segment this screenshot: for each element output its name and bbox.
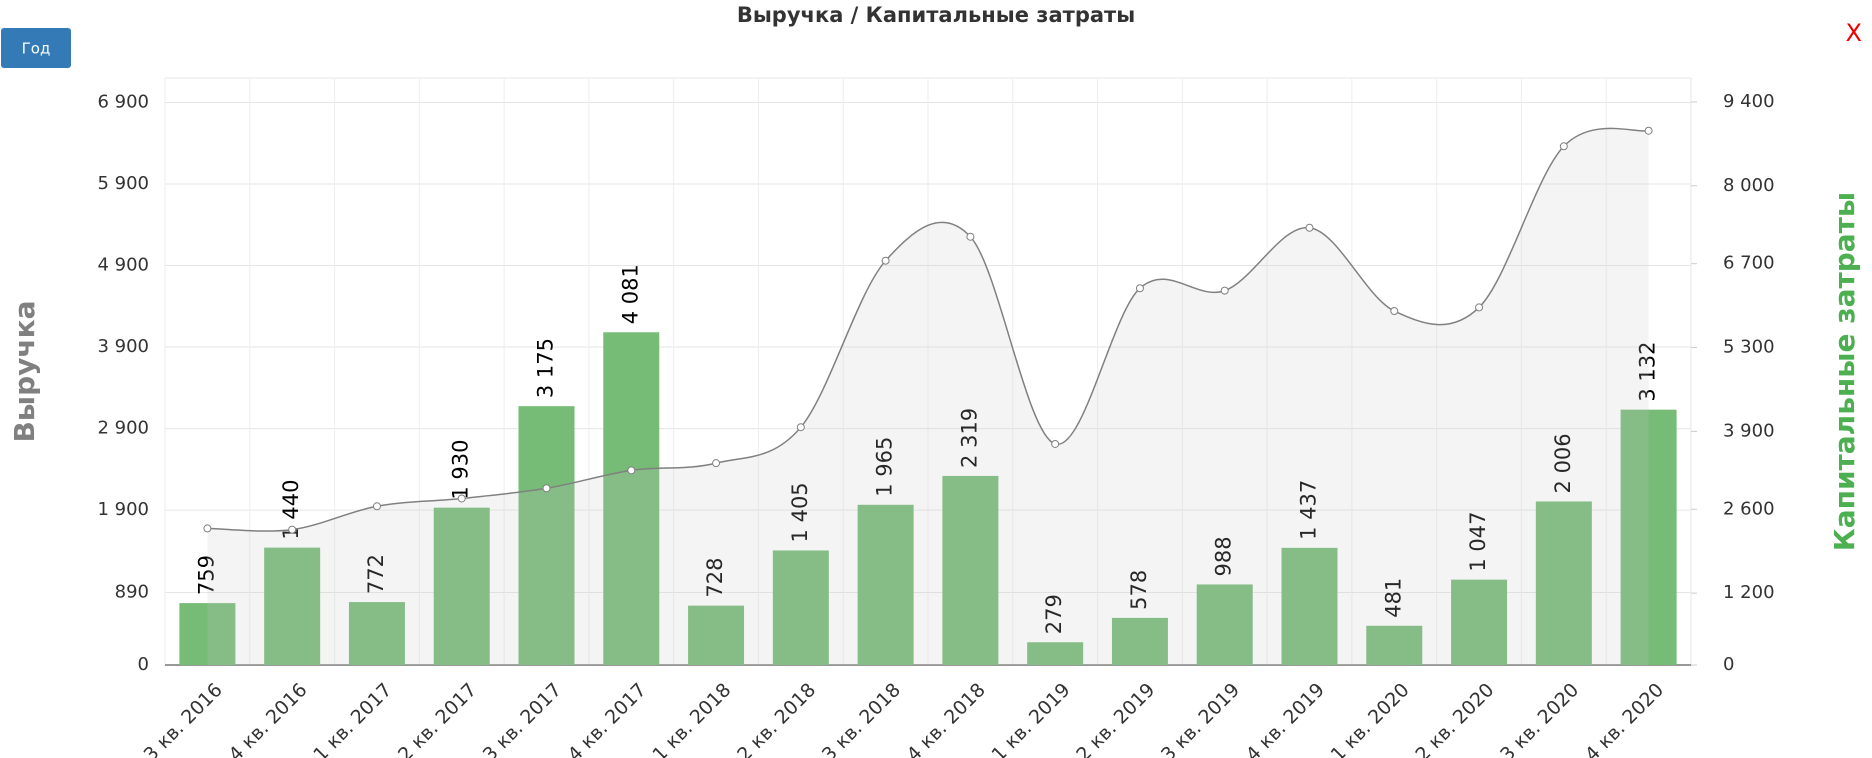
bar <box>942 475 999 665</box>
chart-title: Выручка / Капитальные затраты <box>737 3 1135 27</box>
line-point <box>712 459 721 468</box>
line-point <box>881 256 890 265</box>
x-tick-label: 1 кв. 2018 <box>648 679 735 758</box>
line-point <box>796 423 805 432</box>
bar <box>348 602 405 665</box>
bar-value-label: 1 965 <box>873 437 897 497</box>
x-tick-label: 4 кв. 2016 <box>224 679 311 758</box>
line-point <box>1559 142 1568 151</box>
x-tick-label: 3 кв. 2016 <box>140 679 227 758</box>
line-point <box>1390 307 1399 316</box>
bar-value-label: 4 081 <box>618 264 642 324</box>
bar-value-label: 1 930 <box>449 440 473 500</box>
y-tick-label: 3 900 <box>97 336 149 357</box>
x-tick-label: 1 кв. 2017 <box>309 679 396 758</box>
x-tick-label: 1 кв. 2019 <box>987 679 1074 758</box>
line-point <box>457 494 466 503</box>
bar-value-label: 988 <box>1212 536 1236 576</box>
y-tick-label: 890 <box>115 581 149 602</box>
bar <box>1451 579 1508 665</box>
bar-value-label: 578 <box>1127 570 1151 610</box>
y2-tick-label: 8 000 <box>1723 175 1775 196</box>
line-area <box>207 128 1649 665</box>
bar <box>772 550 829 665</box>
bar <box>1366 625 1423 665</box>
bar <box>1535 501 1592 665</box>
y2-tick-label: 6 700 <box>1723 253 1775 274</box>
x-tick-label: 2 кв. 2018 <box>733 679 820 758</box>
x-tick-label: 3 кв. 2018 <box>818 679 905 758</box>
bar-value-label: 759 <box>194 555 218 595</box>
line-point <box>1475 303 1484 312</box>
line-point <box>1644 126 1653 135</box>
y2-tick-label: 2 600 <box>1723 498 1775 519</box>
bar <box>1027 642 1084 665</box>
bar <box>857 504 914 665</box>
x-tick-label: 4 кв. 2018 <box>903 679 990 758</box>
x-tick-label: 1 кв. 2020 <box>1327 679 1414 758</box>
y-tick-label: 5 900 <box>97 173 149 194</box>
y2-tick-label: 5 300 <box>1723 337 1775 358</box>
line <box>207 127 1649 532</box>
bar-value-label: 728 <box>703 558 727 598</box>
y2-tick-label: 1 200 <box>1723 582 1775 603</box>
bar <box>1620 409 1677 665</box>
x-tick-label: 3 кв. 2020 <box>1496 679 1583 758</box>
x-tick-label: 2 кв. 2019 <box>1072 679 1159 758</box>
y2-tick-label: 9 400 <box>1723 91 1775 112</box>
bar <box>518 406 575 665</box>
line-point <box>1135 284 1144 293</box>
bar-value-label: 481 <box>1381 578 1405 618</box>
x-tick-label: 3 кв. 2017 <box>479 679 566 758</box>
period-button-label[interactable]: Год <box>22 40 51 58</box>
bar <box>603 332 660 665</box>
bar-value-label: 2 319 <box>957 408 981 468</box>
x-tick-label: 4 кв. 2020 <box>1581 679 1668 758</box>
bar <box>1111 617 1168 665</box>
period-button[interactable] <box>1 28 71 68</box>
bar-value-label: 3 175 <box>534 338 558 398</box>
bar-value-label: 1 405 <box>788 482 812 542</box>
y-tick-label: 2 900 <box>97 418 149 439</box>
bar-value-label: 1 437 <box>1297 480 1321 540</box>
x-tick-label: 2 кв. 2020 <box>1411 679 1498 758</box>
close-button[interactable]: X <box>1846 19 1862 47</box>
line-point <box>542 484 551 493</box>
bar <box>688 605 745 665</box>
bar <box>433 507 490 665</box>
line-point <box>1305 223 1314 232</box>
bar <box>1196 584 1253 665</box>
line-point <box>627 466 636 475</box>
line-point <box>966 232 975 241</box>
bar-value-label: 2 006 <box>1551 433 1575 493</box>
y-tick-label: 4 900 <box>97 255 149 276</box>
line-point <box>1220 286 1229 295</box>
x-tick-label: 3 кв. 2019 <box>1157 679 1244 758</box>
x-tick-label: 2 кв. 2017 <box>394 679 481 758</box>
line-point <box>1051 439 1060 448</box>
y-tick-label: 1 900 <box>97 499 149 520</box>
bar-value-label: 279 <box>1042 594 1066 634</box>
bar-value-label: 3 132 <box>1636 342 1660 402</box>
line-point <box>288 525 297 534</box>
y2-axis-title: Капитальные затраты <box>1828 192 1861 551</box>
bar <box>1281 547 1338 665</box>
y-tick-label: 0 <box>138 654 149 675</box>
x-tick-label: 4 кв. 2017 <box>564 679 651 758</box>
bar-value-label: 772 <box>364 554 388 594</box>
x-tick-label: 4 кв. 2019 <box>1242 679 1329 758</box>
y2-tick-label: 3 900 <box>1723 420 1775 441</box>
y-axis-title: Выручка <box>8 300 41 442</box>
bar <box>264 547 321 665</box>
y-tick-label: 6 900 <box>97 91 149 112</box>
bar <box>179 603 236 665</box>
bar-value-label: 1 047 <box>1466 512 1490 572</box>
line-point <box>372 502 381 511</box>
y2-tick-label: 0 <box>1723 654 1734 675</box>
line-point <box>203 524 212 533</box>
